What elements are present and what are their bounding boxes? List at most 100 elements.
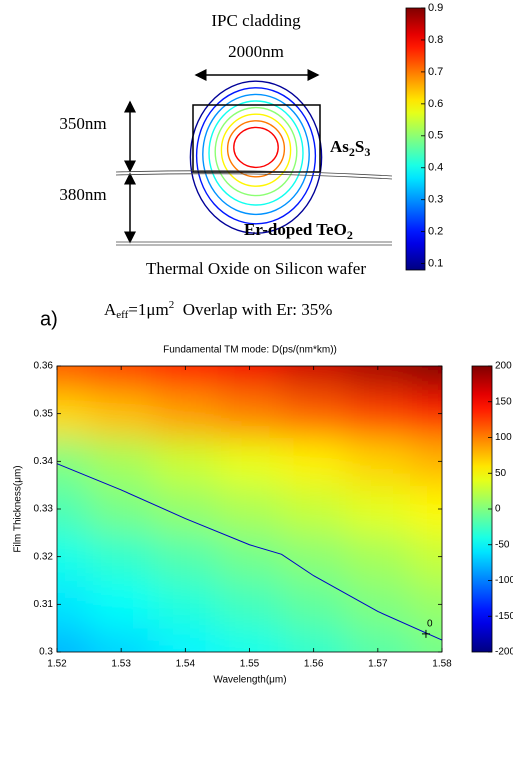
heatmap-cell: [153, 437, 218, 486]
heatmap-cell: [57, 437, 90, 486]
heatmap-cell: [281, 580, 347, 629]
x-tick-label: 1.54: [176, 659, 196, 670]
heatmap-cell: [409, 580, 442, 629]
heatmap-cell: [89, 437, 154, 486]
colorbar-tick-label: 0.3: [428, 194, 443, 206]
heatmap-cell: [217, 366, 283, 391]
heatmap-cell: [345, 366, 411, 391]
colorbar-tick-label: -100: [495, 575, 513, 586]
colorbar: [405, 7, 426, 271]
heatmap-cell: [89, 580, 154, 629]
panel-label: a): [40, 308, 58, 330]
heatmap-cell: [409, 628, 442, 652]
core-outline: [192, 104, 321, 173]
colorbar-tick-label: 0.7: [428, 66, 443, 78]
heatmap-cell: [153, 389, 218, 438]
colorbar-tick-label: 50: [495, 468, 507, 479]
colorbar-tick-label: 0.8: [428, 34, 443, 46]
heatmap-cell: [217, 580, 283, 629]
interface-line: [115, 170, 393, 177]
colorbar-tick-label: 0.5: [428, 130, 443, 142]
mode-contour: [220, 113, 292, 187]
heatmap-cell: [409, 532, 442, 581]
heatmap-cell: [217, 389, 283, 438]
heatmap-cell: [281, 532, 347, 581]
y-tick-label: 0.32: [34, 551, 54, 562]
heatmap-cell: [89, 485, 154, 534]
summary-label: Aeff=1μm2 Overlap with Er: 35%: [104, 299, 332, 321]
chart-title: Fundamental TM mode: D(ps/(nm*km)): [163, 345, 337, 356]
heatmap-cell: [89, 366, 154, 391]
mode-contour: [226, 120, 286, 178]
overlay: 0 1.52 1.53 1.54 1.55 1.56 1.57 1.58 0.3 0.31 0.32…: [34, 361, 453, 670]
mode-contour: [202, 93, 310, 216]
heatmap-cell: [409, 366, 442, 391]
heatmap-cell: [153, 366, 218, 391]
colorbar-tick-label: 150: [495, 396, 512, 407]
heatmap-cell: [89, 628, 154, 652]
heatmap-cell: [345, 580, 411, 629]
y-tick-label: 0.35: [34, 408, 54, 419]
x-tick-label: 1.55: [240, 659, 260, 670]
heatmap-cell: [345, 437, 411, 486]
top-thickness-label: 350nm: [59, 114, 106, 133]
core-label: As2S3: [330, 137, 370, 159]
colorbar-tick-label: 0.6: [428, 98, 443, 110]
colorbar-tick-label: 0.2: [428, 226, 443, 238]
colorbar-ticks: 0.1 0.2 0.3 0.4 0.5 0.6 0.7 0.8 0.9: [421, 2, 443, 270]
mode-contour: [195, 87, 317, 225]
heatmap-cell: [281, 389, 347, 438]
heatmap-cell: [409, 389, 442, 438]
heatmap-cell: [57, 580, 90, 629]
heatmap-cell: [281, 628, 347, 652]
colorbar-tick-label: -50: [495, 539, 510, 550]
heatmap-cell: [89, 532, 154, 581]
colorbar-tick-label: -200: [495, 647, 513, 658]
bottom-thickness-label: 380nm: [59, 185, 106, 204]
x-tick-label: 1.56: [304, 659, 324, 670]
heatmap-cell: [345, 485, 411, 534]
cladding-label: IPC cladding: [211, 11, 301, 30]
heatmap-cell: [217, 532, 283, 581]
x-tick-label: 1.52: [47, 659, 67, 670]
heatmap-cell: [153, 485, 218, 534]
heatmap-cell: [57, 366, 90, 391]
substrate-label: Thermal Oxide on Silicon wafer: [146, 259, 366, 278]
y-tick-label: 0.33: [34, 504, 54, 515]
heatmap-cell: [409, 437, 442, 486]
heatmap-cell: [217, 485, 283, 534]
heatmap-cell: [217, 628, 283, 652]
y-tick-label: 0.31: [34, 599, 54, 610]
contour-line: [56, 463, 443, 641]
heatmap-cell: [281, 366, 347, 391]
heatmap-cell: [345, 532, 411, 581]
heatmap-cell: [57, 389, 90, 438]
panel-b: Fundamental TM mode: D(ps/(nm*km)) 0 1.52…: [13, 345, 513, 686]
heatmap-cell: [409, 485, 442, 534]
x-tick-label: 1.53: [111, 659, 131, 670]
heatmap-cell: [345, 628, 411, 652]
colorbar-tick-label: 100: [495, 432, 512, 443]
mode-contour: [233, 126, 279, 169]
heatmap-cell: [281, 437, 347, 486]
heatmap: [57, 366, 442, 652]
heatmap-cell: [345, 389, 411, 438]
interface-line: [115, 173, 393, 180]
colorbar-tick-label: 0.9: [428, 2, 443, 14]
mode-contours: [189, 80, 323, 234]
y-tick-label: 0.3: [39, 647, 53, 658]
y-tick-label: 0.34: [34, 456, 54, 467]
x-tick-label: 1.57: [368, 659, 388, 670]
film-label: Er-doped TeO2: [244, 220, 353, 242]
mode-contour: [214, 106, 298, 197]
heatmap-cell: [57, 532, 90, 581]
colorbar-tick-label: 0.4: [428, 162, 443, 174]
plot-frame: [56, 365, 443, 653]
heatmap-cell: [153, 628, 218, 652]
heatmap-cell: [153, 532, 218, 581]
width-label: 2000nm: [228, 42, 284, 61]
colorbar-ticks: -200 -150 -100 -50 0 50 100 150 200: [488, 361, 513, 658]
heatmap-cell: [57, 628, 90, 652]
colorbar-tick-label: -150: [495, 611, 513, 622]
